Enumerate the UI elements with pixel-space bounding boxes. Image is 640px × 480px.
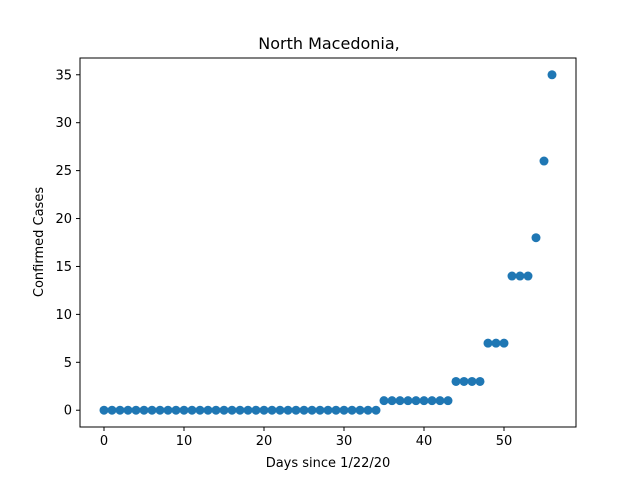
data-point: [387, 396, 397, 406]
data-point: [243, 405, 253, 415]
plot-area: [79, 57, 577, 428]
x-axis-label: Days since 1/22/20: [266, 456, 391, 471]
x-tick-label: 10: [176, 434, 193, 449]
y-tick-label: 35: [55, 68, 72, 83]
data-point: [539, 156, 549, 166]
data-point: [363, 405, 373, 415]
data-point: [411, 396, 421, 406]
data-point: [435, 396, 445, 406]
data-point: [531, 233, 541, 243]
data-point: [179, 405, 189, 415]
data-point: [323, 405, 333, 415]
plot-frame: [79, 57, 577, 428]
data-point: [315, 405, 325, 415]
data-point: [347, 405, 357, 415]
data-point: [395, 396, 405, 406]
y-tick-label: 10: [55, 308, 72, 323]
y-tick-label: 25: [55, 164, 72, 179]
data-point: [235, 405, 245, 415]
data-point: [283, 405, 293, 415]
data-point: [427, 396, 437, 406]
data-point: [523, 271, 533, 281]
x-tick-label: 50: [496, 434, 513, 449]
data-point: [227, 405, 237, 415]
data-point: [331, 405, 341, 415]
data-points: [99, 70, 557, 415]
data-point: [211, 405, 221, 415]
data-point: [99, 405, 109, 415]
data-point: [195, 405, 205, 415]
data-point: [499, 338, 509, 348]
y-axis-label: Confirmed Cases: [32, 187, 47, 297]
data-point: [107, 405, 117, 415]
data-point: [251, 405, 261, 415]
x-tick-label: 20: [256, 434, 273, 449]
x-tick-label: 40: [416, 434, 433, 449]
data-point: [259, 405, 269, 415]
data-point: [163, 405, 173, 415]
data-point: [403, 396, 413, 406]
data-point: [515, 271, 525, 281]
y-tick-label: 5: [64, 356, 72, 371]
data-point: [123, 405, 133, 415]
data-point: [299, 405, 309, 415]
x-axis-ticks: 0 10 20 30 40 50: [100, 427, 512, 449]
data-point: [187, 405, 197, 415]
y-tick-label: 15: [55, 260, 72, 275]
data-point: [139, 405, 149, 415]
data-point: [483, 338, 493, 348]
data-point: [467, 376, 477, 386]
data-point: [491, 338, 501, 348]
data-point: [339, 405, 349, 415]
data-point: [115, 405, 125, 415]
y-tick-label: 20: [55, 212, 72, 227]
x-tick-label: 30: [336, 434, 353, 449]
data-point: [131, 405, 141, 415]
data-point: [507, 271, 517, 281]
data-point: [451, 376, 461, 386]
data-point: [219, 405, 229, 415]
data-point: [419, 396, 429, 406]
data-point: [371, 405, 381, 415]
data-point: [379, 396, 389, 406]
data-point: [307, 405, 317, 415]
data-point: [171, 405, 181, 415]
data-point: [291, 405, 301, 415]
y-tick-label: 0: [64, 404, 72, 419]
chart-title: North Macedonia,: [258, 34, 400, 53]
data-point: [475, 376, 485, 386]
data-point: [155, 405, 165, 415]
data-point: [147, 405, 157, 415]
data-point: [203, 405, 213, 415]
x-tick-label: 0: [100, 434, 108, 449]
data-point: [275, 405, 285, 415]
data-point: [267, 405, 277, 415]
y-axis-ticks: 0 5 10 15 20 25 30 35: [55, 68, 80, 419]
data-point: [443, 396, 453, 406]
data-point: [547, 70, 557, 80]
data-point: [459, 376, 469, 386]
y-tick-label: 30: [55, 116, 72, 131]
data-point: [355, 405, 365, 415]
